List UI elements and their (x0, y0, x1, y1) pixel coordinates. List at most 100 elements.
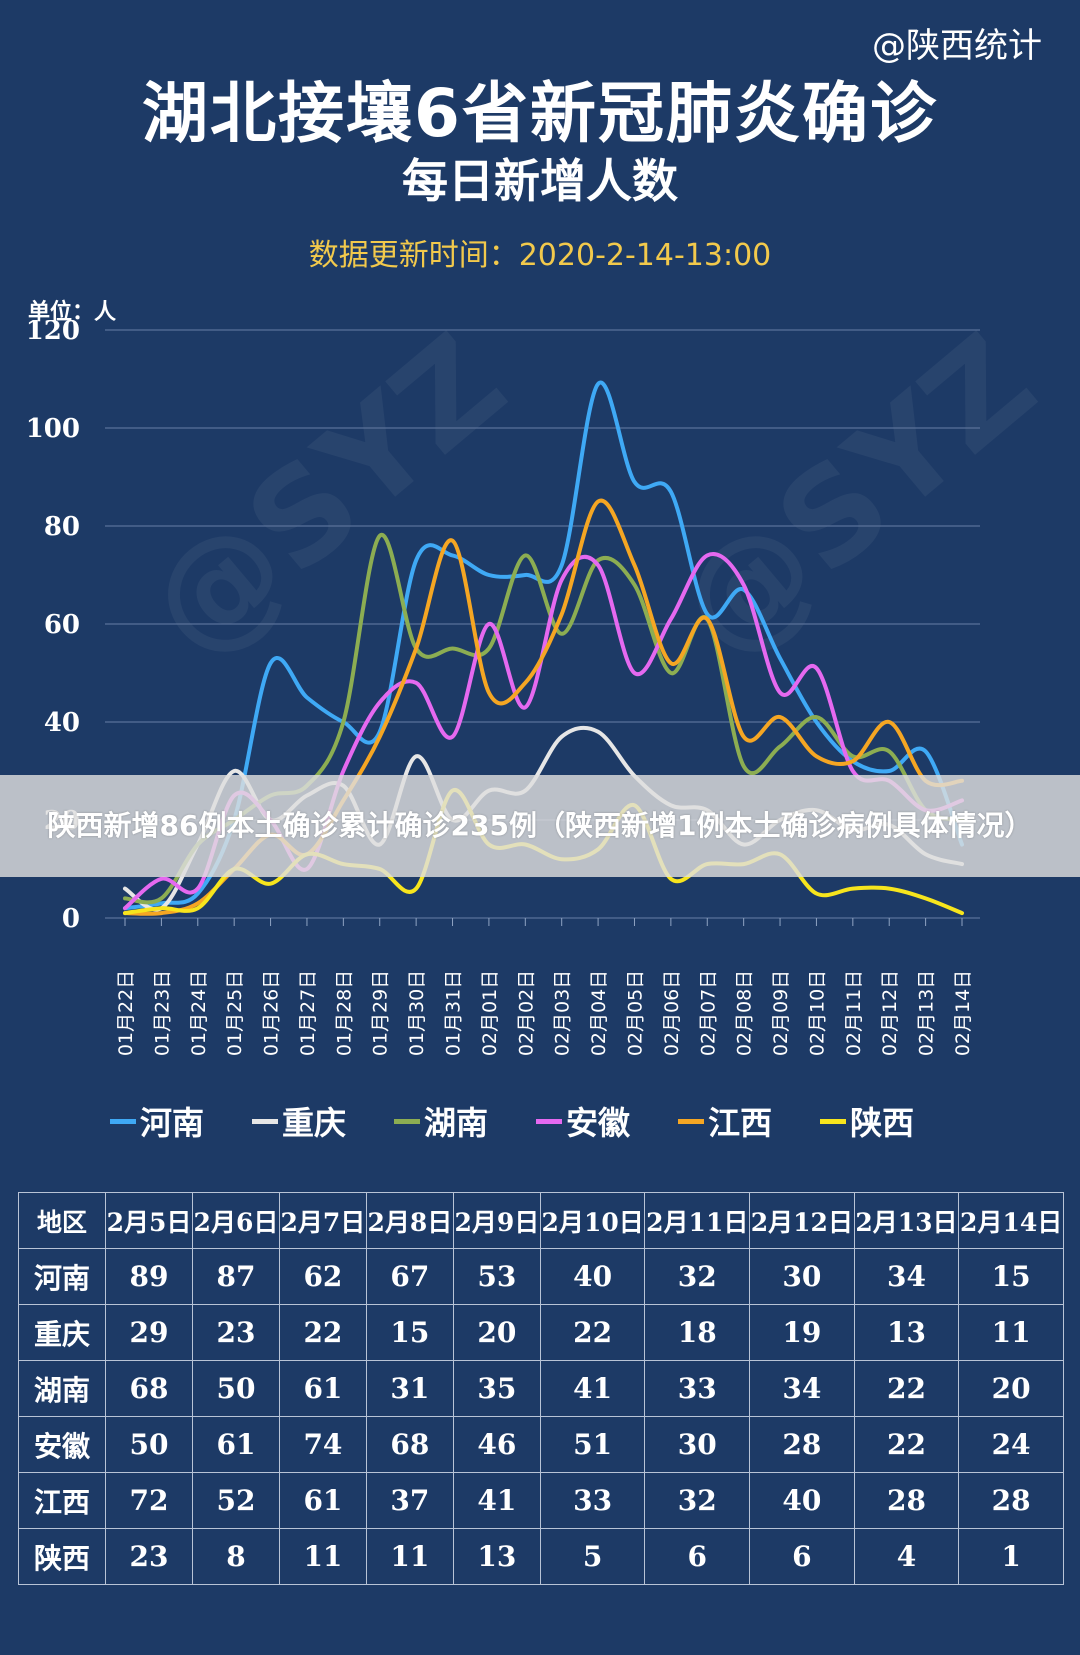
legend-item: 陕西 (820, 1098, 914, 1144)
table-cell: 8 (191, 1528, 280, 1585)
table-cell: 20 (958, 1360, 1064, 1417)
table-cell: 32 (644, 1472, 751, 1529)
table-cell: 22 (853, 1416, 960, 1473)
x-tick-label: 02月14日 (952, 970, 974, 1056)
table-row: 河南 89 87 62 67 53 40 32 30 34 15 (18, 1248, 1064, 1305)
x-tick-label: 02月11日 (843, 970, 865, 1056)
table-cell: 68 (105, 1360, 193, 1417)
table-row-label: 重庆 (18, 1304, 106, 1361)
caption-banner: 陕西新增86例本土确诊累计确诊235例（陕西新增1例本土确诊病例具体情况） (0, 775, 1080, 877)
table-cell: 61 (278, 1472, 367, 1529)
x-tick-label: 02月05日 (624, 970, 646, 1056)
table-cell: 15 (365, 1304, 454, 1361)
table-row: 陕西 23 8 11 11 13 5 6 6 4 1 (18, 1528, 1064, 1585)
table-cell: 11 (958, 1304, 1064, 1361)
table-row-label: 陕西 (18, 1528, 106, 1585)
table-cell: 6 (644, 1528, 751, 1585)
y-tick-label: 100 (26, 414, 80, 444)
table-cell: 6 (749, 1528, 855, 1585)
chart-legend: 河南 重庆 湖南 安徽 江西 陕西 (110, 1098, 914, 1144)
legend-swatch (110, 1118, 136, 1124)
table-cell: 61 (191, 1416, 280, 1473)
table-header-cell: 地区 (18, 1192, 106, 1249)
table-cell: 23 (105, 1528, 193, 1585)
y-tick-label: 0 (62, 904, 80, 934)
legend-swatch (678, 1118, 705, 1124)
x-tick-label: 02月02日 (515, 970, 537, 1056)
table-cell: 18 (644, 1304, 751, 1361)
table-cell: 15 (958, 1248, 1064, 1305)
table-cell: 41 (539, 1360, 646, 1417)
unit-label: 单位：人 (28, 300, 117, 325)
legend-label: 江西 (708, 1104, 773, 1142)
x-tick-label: 02月12日 (879, 970, 901, 1056)
table-cell: 46 (452, 1416, 541, 1473)
legend-item: 湖南 (394, 1098, 488, 1144)
table-cell: 30 (749, 1248, 855, 1305)
table-cell: 11 (278, 1528, 367, 1585)
table-cell: 87 (191, 1248, 280, 1305)
table-cell: 4 (853, 1528, 960, 1585)
table-cell: 50 (105, 1416, 193, 1473)
legend-swatch (536, 1118, 563, 1124)
table-header-cell: 2月14日 (958, 1192, 1064, 1249)
x-tick-label: 01月23日 (151, 970, 173, 1056)
table-cell: 20 (452, 1304, 541, 1361)
table-cell: 13 (452, 1528, 541, 1585)
legend-label: 重庆 (282, 1104, 347, 1142)
table-cell: 34 (749, 1360, 855, 1417)
table-cell: 68 (365, 1416, 454, 1473)
y-tick-label: 80 (44, 512, 80, 542)
table-cell: 28 (749, 1416, 855, 1473)
table-cell: 37 (365, 1472, 454, 1529)
table-cell: 61 (278, 1360, 367, 1417)
x-tick-label: 01月25日 (224, 970, 246, 1056)
legend-item: 重庆 (252, 1098, 346, 1144)
table-header-cell: 2月13日 (853, 1192, 960, 1249)
table-cell: 5 (539, 1528, 646, 1585)
x-tick-label: 02月13日 (916, 970, 938, 1056)
table-cell: 19 (749, 1304, 855, 1361)
table-cell: 13 (853, 1304, 960, 1361)
legend-item: 安徽 (536, 1098, 630, 1144)
x-tick-label: 01月28日 (333, 970, 355, 1056)
table-header-cell: 2月7日 (278, 1192, 367, 1249)
legend-label: 河南 (140, 1104, 205, 1142)
table-cell: 72 (105, 1472, 193, 1529)
table-row-label: 安徽 (18, 1416, 106, 1473)
x-tick-label: 02月08日 (734, 970, 756, 1056)
table-row-label: 河南 (18, 1248, 106, 1305)
x-tick-label: 01月24日 (188, 970, 210, 1056)
y-tick-label: 120 (26, 320, 80, 346)
x-tick-label: 02月03日 (552, 970, 574, 1056)
table-header-cell: 2月11日 (644, 1192, 751, 1249)
table-row: 湖南 68 50 61 31 35 41 33 34 22 20 (18, 1360, 1064, 1417)
table-cell: 11 (365, 1528, 454, 1585)
table-cell: 22 (853, 1360, 960, 1417)
table-cell: 30 (644, 1416, 751, 1473)
x-tick-label: 01月27日 (297, 970, 319, 1056)
table-cell: 35 (452, 1360, 541, 1417)
table-cell: 89 (105, 1248, 193, 1305)
x-tick-label: 02月01日 (479, 970, 501, 1056)
line-chart: 02040608010012001月22日01月23日01月24日01月25日0… (26, 320, 980, 1056)
table-row: 安徽 50 61 74 68 46 51 30 28 22 24 (18, 1416, 1064, 1473)
x-tick-label: 02月04日 (588, 970, 610, 1056)
table-cell: 22 (278, 1304, 367, 1361)
table-header-cell: 2月8日 (365, 1192, 454, 1249)
table-row: 江西 72 52 61 37 41 33 32 40 28 28 (18, 1472, 1064, 1529)
table-cell: 52 (191, 1472, 280, 1529)
table-cell: 33 (539, 1472, 646, 1529)
table-cell: 41 (452, 1472, 541, 1529)
table-header-cell: 2月6日 (191, 1192, 280, 1249)
x-tick-label: 01月22日 (115, 970, 137, 1056)
table-cell: 50 (191, 1360, 280, 1417)
x-tick-label: 02月10日 (806, 970, 828, 1056)
table-cell: 29 (105, 1304, 193, 1361)
legend-swatch (820, 1118, 847, 1124)
legend-label: 陕西 (850, 1104, 915, 1142)
table-cell: 22 (539, 1304, 646, 1361)
x-tick-label: 01月26日 (261, 970, 283, 1056)
table-cell: 32 (644, 1248, 751, 1305)
table-cell: 74 (278, 1416, 367, 1473)
